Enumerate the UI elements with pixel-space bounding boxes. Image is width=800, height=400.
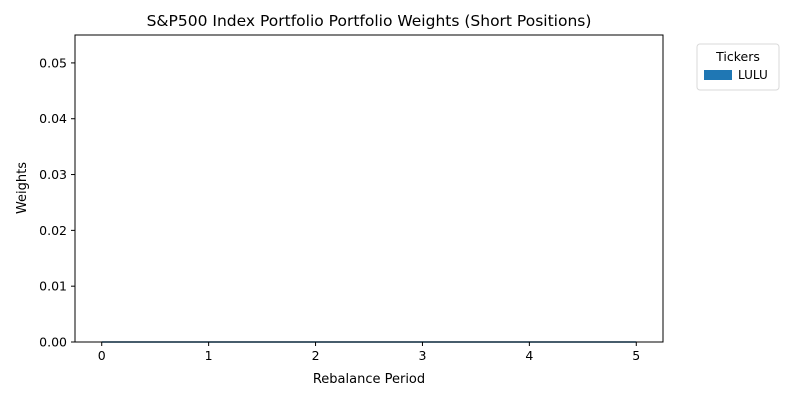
x-tick-label: 3 (418, 348, 426, 363)
y-tick-label: 0.00 (39, 335, 67, 350)
x-tick-label: 5 (632, 348, 640, 363)
x-axis-label: Rebalance Period (313, 372, 425, 387)
x-tick-label: 4 (525, 348, 533, 363)
y-tick-label: 0.02 (39, 223, 67, 238)
y-tick-label: 0.03 (39, 167, 67, 182)
x-tick-label: 1 (205, 348, 213, 363)
legend: Tickers LULU (696, 43, 780, 91)
chart-title: S&P500 Index Portfolio Portfolio Weights… (147, 12, 592, 30)
legend-title: Tickers (715, 49, 760, 64)
x-tick-label: 0 (98, 348, 106, 363)
plot-area: 0 1 2 3 4 5 0.00 0.01 0.02 0.03 0.04 0.05 (39, 34, 664, 363)
y-axis-label: Weights (15, 162, 30, 214)
legend-label-lulu: LULU (738, 68, 768, 82)
legend-swatch-lulu (704, 70, 732, 80)
x-tick-label: 2 (312, 348, 320, 363)
y-tick-label: 0.01 (39, 279, 67, 294)
y-tick-label: 0.05 (39, 55, 67, 70)
plot-frame (74, 34, 664, 343)
y-tick-label: 0.04 (39, 111, 67, 126)
